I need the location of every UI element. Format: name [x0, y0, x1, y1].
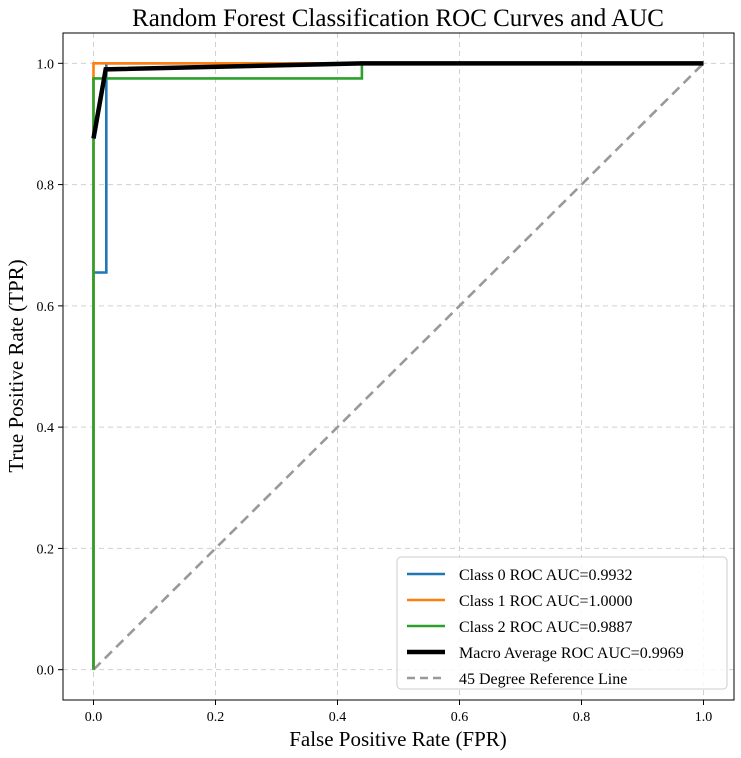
y-tick-label: 1.0 [37, 57, 55, 72]
x-tick-label: 0.8 [573, 710, 591, 725]
x-axis-label: False Positive Rate (FPR) [289, 727, 507, 751]
y-tick-label: 0.2 [37, 542, 55, 557]
legend-label-class-2: Class 2 ROC AUC=0.9887 [459, 619, 633, 636]
legend-label-class-1: Class 1 ROC AUC=1.0000 [459, 593, 633, 610]
series-line-macro-average [91, 61, 704, 139]
y-tick-label: 0.4 [37, 421, 55, 436]
y-tick-label: 0.8 [37, 179, 55, 194]
legend-box [396, 556, 728, 690]
x-tick-label: 0.4 [329, 710, 347, 725]
chart-title: Random Forest Classification ROC Curves … [132, 5, 664, 32]
x-tick-label: 0.2 [207, 710, 225, 725]
series-lines [91, 61, 705, 671]
y-tick-label: 0.0 [37, 664, 55, 679]
legend-label-reference-line: 45 Degree Reference Line [459, 671, 627, 688]
legend: Class 0 ROC AUC=0.9932 Class 1 ROC AUC=1.… [396, 556, 728, 690]
y-tick-label: 0.6 [37, 300, 55, 315]
x-tick-label: 0.6 [451, 710, 469, 725]
x-tick-label: 1.0 [695, 710, 713, 725]
y-axis-label: True Positive Rate (TPR) [4, 259, 28, 472]
plot-frame [62, 32, 735, 701]
x-tick-label: 0.0 [85, 710, 103, 725]
legend-label-class-0: Class 0 ROC AUC=0.9932 [459, 567, 633, 584]
axis-ticks: 0.0 0.2 0.4 0.6 0.8 1.0 0.0 0.2 0.4 0.6 0.8 1.0 [37, 57, 713, 725]
legend-label-macro-average: Macro Average ROC AUC=0.9969 [459, 645, 684, 662]
